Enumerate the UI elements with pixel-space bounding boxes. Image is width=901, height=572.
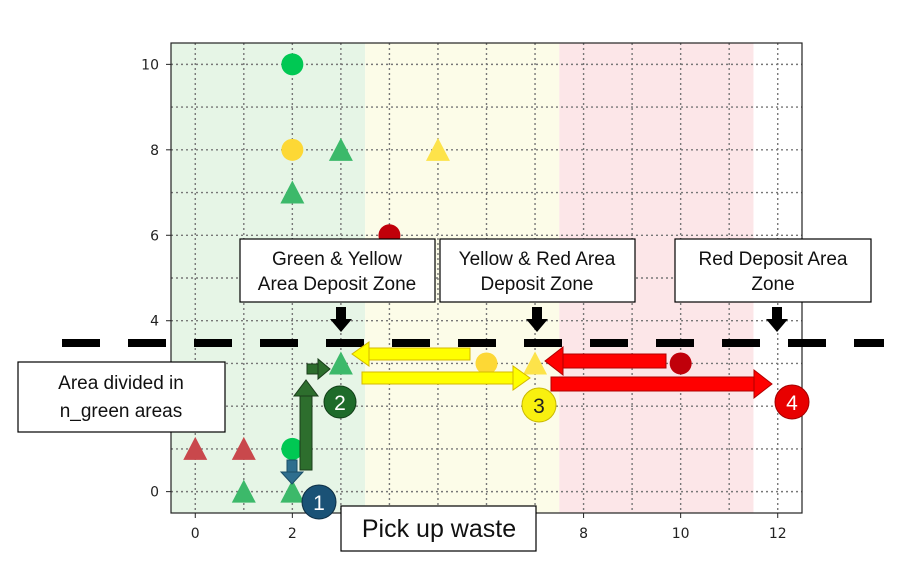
yellow-right-arrow: [361, 365, 531, 391]
point-triangle: [280, 479, 305, 503]
point-triangle: [231, 479, 256, 503]
callout-red-line1: Red Deposit Area: [699, 249, 848, 270]
callout-red-line2: Zone: [751, 274, 794, 295]
callout-green-yellow-deposit: Green & Yellow Area Deposit Zone: [239, 238, 436, 303]
callout-red-deposit: Red Deposit Area Zone: [674, 238, 872, 303]
callout-pickup-text: Pick up waste: [362, 515, 516, 543]
dark-green-up-arrow: [293, 379, 319, 471]
point-circle: [281, 437, 304, 460]
point-triangle: [280, 180, 305, 204]
y-tick-label: 6: [150, 228, 159, 244]
x-tick-label: 2: [288, 526, 297, 542]
x-tick-label: 10: [672, 526, 690, 542]
x-tick-label: 8: [579, 526, 588, 542]
red-left-arrow: [544, 345, 667, 377]
down-arrow-green-yellow: [330, 307, 352, 332]
down-arrow-yellow-red: [526, 307, 548, 332]
step-marker-4-label: 4: [786, 392, 798, 415]
callout-area-divided: Area divided in n_green areas: [17, 361, 226, 433]
y-tick-label: 0: [150, 485, 159, 501]
callout-green-yellow-line2: Area Deposit Zone: [258, 274, 416, 295]
step-marker-2: 2: [323, 385, 357, 419]
dark-green-right-arrow: [306, 357, 331, 381]
callout-pick-up-waste: Pick up waste: [340, 505, 537, 552]
step-marker-3-label: 3: [533, 395, 545, 418]
red-right-arrow: [550, 368, 773, 400]
point-triangle: [328, 137, 353, 161]
point-triangle: [328, 351, 353, 375]
point-circle: [475, 352, 498, 375]
y-tick-label: 8: [150, 143, 159, 159]
step-marker-1: 1: [301, 484, 337, 520]
step-marker-1-label: 1: [313, 492, 325, 515]
callout-divided-line1: Area divided in: [58, 373, 184, 394]
y-tick-label: 10: [141, 57, 159, 73]
down-arrow-red: [766, 307, 788, 332]
point-triangle: [425, 137, 450, 161]
step-marker-4: 4: [774, 384, 810, 420]
point-circle: [669, 352, 692, 375]
point-triangle: [231, 436, 256, 460]
blue-down-arrow: [279, 459, 305, 485]
point-circle: [281, 138, 304, 161]
callout-yellow-red-line1: Yellow & Red Area: [459, 249, 616, 270]
step-marker-3: 3: [521, 387, 557, 423]
point-triangle: [183, 436, 208, 460]
callout-green-yellow-line1: Green & Yellow: [272, 249, 402, 270]
callout-divided-line2: n_green areas: [60, 401, 183, 422]
x-tick-label: 12: [769, 526, 787, 542]
data-points: [183, 53, 692, 503]
point-circle: [281, 53, 304, 76]
x-tick-label: 0: [191, 526, 200, 542]
point-triangle: [523, 351, 548, 375]
callout-yellow-red-line2: Deposit Zone: [480, 274, 593, 295]
callout-yellow-red-deposit: Yellow & Red Area Deposit Zone: [439, 238, 636, 303]
y-tick-label: 4: [150, 314, 159, 330]
yellow-left-arrow: [351, 341, 471, 367]
step-marker-2-label: 2: [334, 392, 346, 415]
